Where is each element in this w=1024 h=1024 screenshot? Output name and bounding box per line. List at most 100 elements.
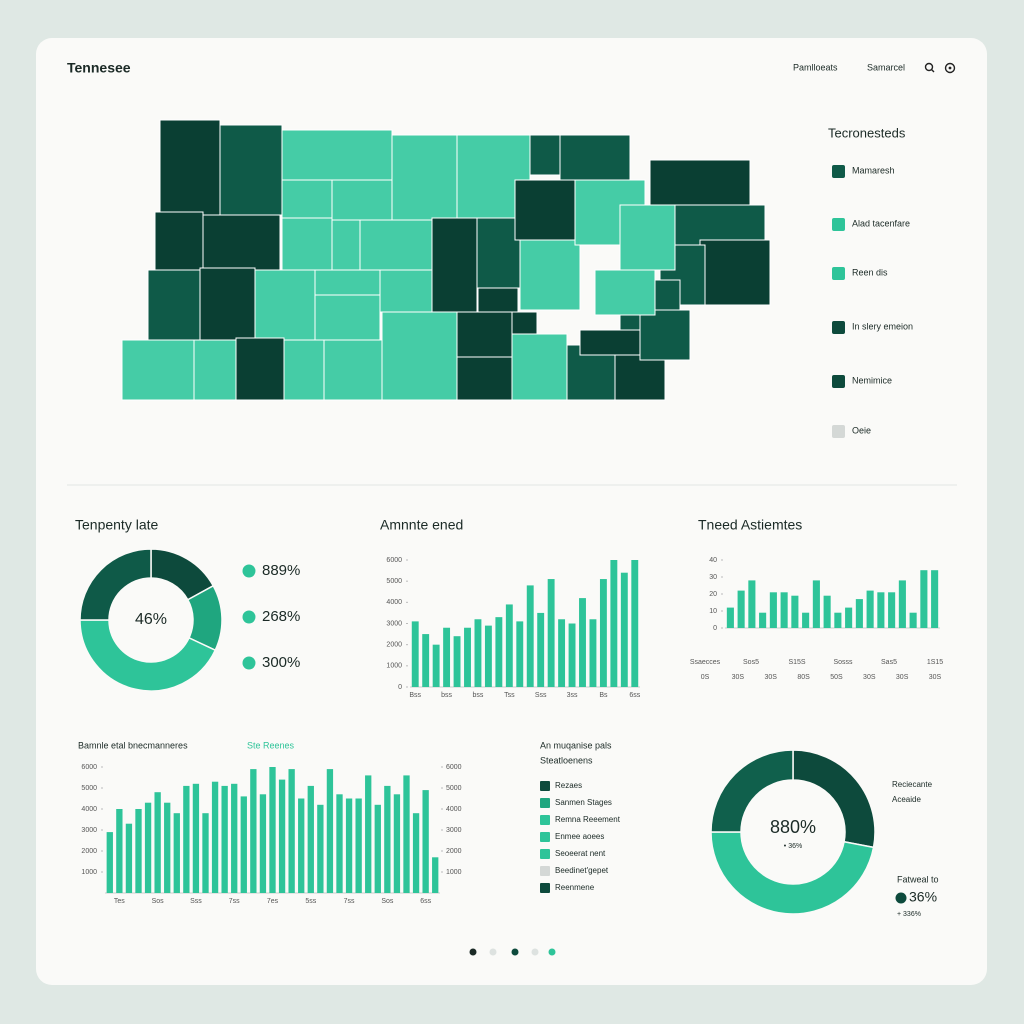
- y2-tick-label: 1000: [446, 869, 462, 876]
- county: [699, 239, 771, 306]
- note: Aceaide: [892, 795, 921, 804]
- bar: [231, 783, 238, 893]
- bar: [845, 607, 853, 628]
- bar: [144, 802, 152, 893]
- x-tick-label: Tes: [114, 898, 125, 905]
- county: [314, 294, 381, 341]
- x-tick-label: Sos: [381, 898, 394, 905]
- legend-label: 300%: [262, 654, 300, 671]
- bar: [173, 813, 180, 893]
- pager: [469, 948, 556, 956]
- y-tick-label: 20: [709, 591, 717, 598]
- bar: [432, 857, 439, 893]
- x-tick-label: 3ss: [567, 692, 578, 699]
- pie-slice: [710, 831, 875, 915]
- x-tick-label: Ssaecces: [690, 659, 721, 666]
- x-tick-label: Tss: [504, 692, 515, 699]
- y-tick-label: 4000: [386, 599, 402, 606]
- page-dot[interactable]: [531, 948, 539, 956]
- bar: [365, 775, 372, 893]
- app-title: Tennesee: [67, 60, 131, 76]
- y-tick-label: 2000: [81, 848, 97, 855]
- bar: [812, 580, 820, 628]
- bar: [610, 560, 618, 687]
- bar: [495, 617, 503, 687]
- bar: [422, 634, 430, 687]
- nav-item[interactable]: Samarcel: [867, 62, 905, 72]
- county: [456, 356, 513, 401]
- x-tick-label: 30S: [896, 674, 909, 681]
- bar: [823, 595, 831, 628]
- settings-icon[interactable]: [944, 62, 956, 74]
- bar: [154, 792, 161, 893]
- bar: [802, 612, 810, 628]
- y2-tick-label: 4000: [446, 806, 462, 813]
- x-tick-label: Bss: [409, 692, 421, 699]
- y-tick-label: 10: [709, 608, 717, 615]
- legend-swatch: [540, 798, 550, 808]
- bar: [547, 579, 555, 687]
- bar: [288, 769, 295, 893]
- county: [476, 217, 523, 289]
- county: [529, 134, 561, 176]
- bar: [505, 604, 513, 687]
- pie-slice: [79, 619, 217, 692]
- bar: [183, 785, 190, 893]
- bar: [537, 612, 545, 687]
- legend-label: 268%: [262, 608, 300, 625]
- note: Reciecante: [892, 780, 933, 789]
- chart-title: Tneed Astiemtes: [698, 517, 802, 533]
- bar: [345, 798, 353, 893]
- legend-label: Seoeerat nent: [555, 849, 606, 858]
- legend-label: Remna Reeement: [555, 815, 621, 824]
- y2-tick-label: 5000: [446, 785, 462, 792]
- county: [254, 269, 316, 341]
- legend-swatch: [832, 375, 845, 388]
- bar: [931, 570, 939, 628]
- x-tick-label: bss: [473, 692, 484, 699]
- page-dot[interactable]: [511, 948, 519, 956]
- bar: [759, 612, 767, 628]
- page-dot[interactable]: [469, 948, 477, 956]
- bar: [558, 619, 566, 687]
- x-tick-label: 30S: [863, 674, 876, 681]
- bar: [464, 627, 471, 687]
- x-tick-label: 7ss: [229, 898, 240, 905]
- y-tick-label: 5000: [386, 578, 402, 585]
- bar: [221, 785, 228, 893]
- page-dot[interactable]: [489, 948, 497, 956]
- y-tick-label: 5000: [81, 785, 97, 792]
- bar: [298, 798, 305, 893]
- bar: [164, 802, 171, 893]
- x-tick-label: Sosss: [833, 659, 853, 666]
- bar: [737, 590, 745, 628]
- bar: [403, 775, 410, 893]
- legend-dot: [242, 564, 256, 578]
- x-tick-label: 50S: [830, 674, 843, 681]
- legend-swatch: [540, 781, 550, 791]
- y-tick-label: 1000: [81, 869, 97, 876]
- bar: [589, 619, 597, 687]
- legend-dot: [242, 656, 256, 670]
- x-tick-label: bss: [441, 692, 452, 699]
- page-dot[interactable]: [548, 948, 556, 956]
- legend-title: Tecronesteds: [828, 125, 906, 140]
- y-tick-label: 30: [709, 574, 717, 581]
- x-tick-label: S15S: [788, 659, 805, 666]
- search-icon[interactable]: [924, 62, 935, 73]
- legend-title: An muqanise pals: [540, 740, 612, 750]
- bar: [568, 623, 576, 687]
- chart-title: Tenpenty late: [75, 517, 158, 533]
- legend-label: Alad tacenfare: [852, 218, 910, 228]
- bar: [526, 585, 534, 687]
- callout-sub: + 336%: [897, 911, 921, 918]
- y2-tick-label: 6000: [446, 764, 462, 771]
- legend-subtitle: Steatloenens: [540, 755, 593, 765]
- county: [614, 354, 666, 401]
- nav-item[interactable]: Pamlloeats: [793, 62, 838, 72]
- county: [235, 337, 285, 401]
- x-tick-label: 30S: [929, 674, 942, 681]
- bar: [393, 794, 401, 893]
- county: [154, 211, 204, 271]
